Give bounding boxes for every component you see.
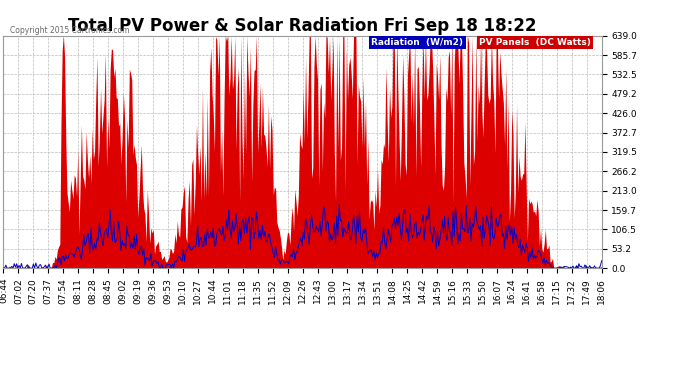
Text: Radiation  (W/m2): Radiation (W/m2) [371,38,464,47]
Title: Total PV Power & Solar Radiation Fri Sep 18 18:22: Total PV Power & Solar Radiation Fri Sep… [68,18,537,36]
Text: PV Panels  (DC Watts): PV Panels (DC Watts) [479,38,591,47]
Text: Copyright 2015 Cartronics.com: Copyright 2015 Cartronics.com [10,26,130,35]
